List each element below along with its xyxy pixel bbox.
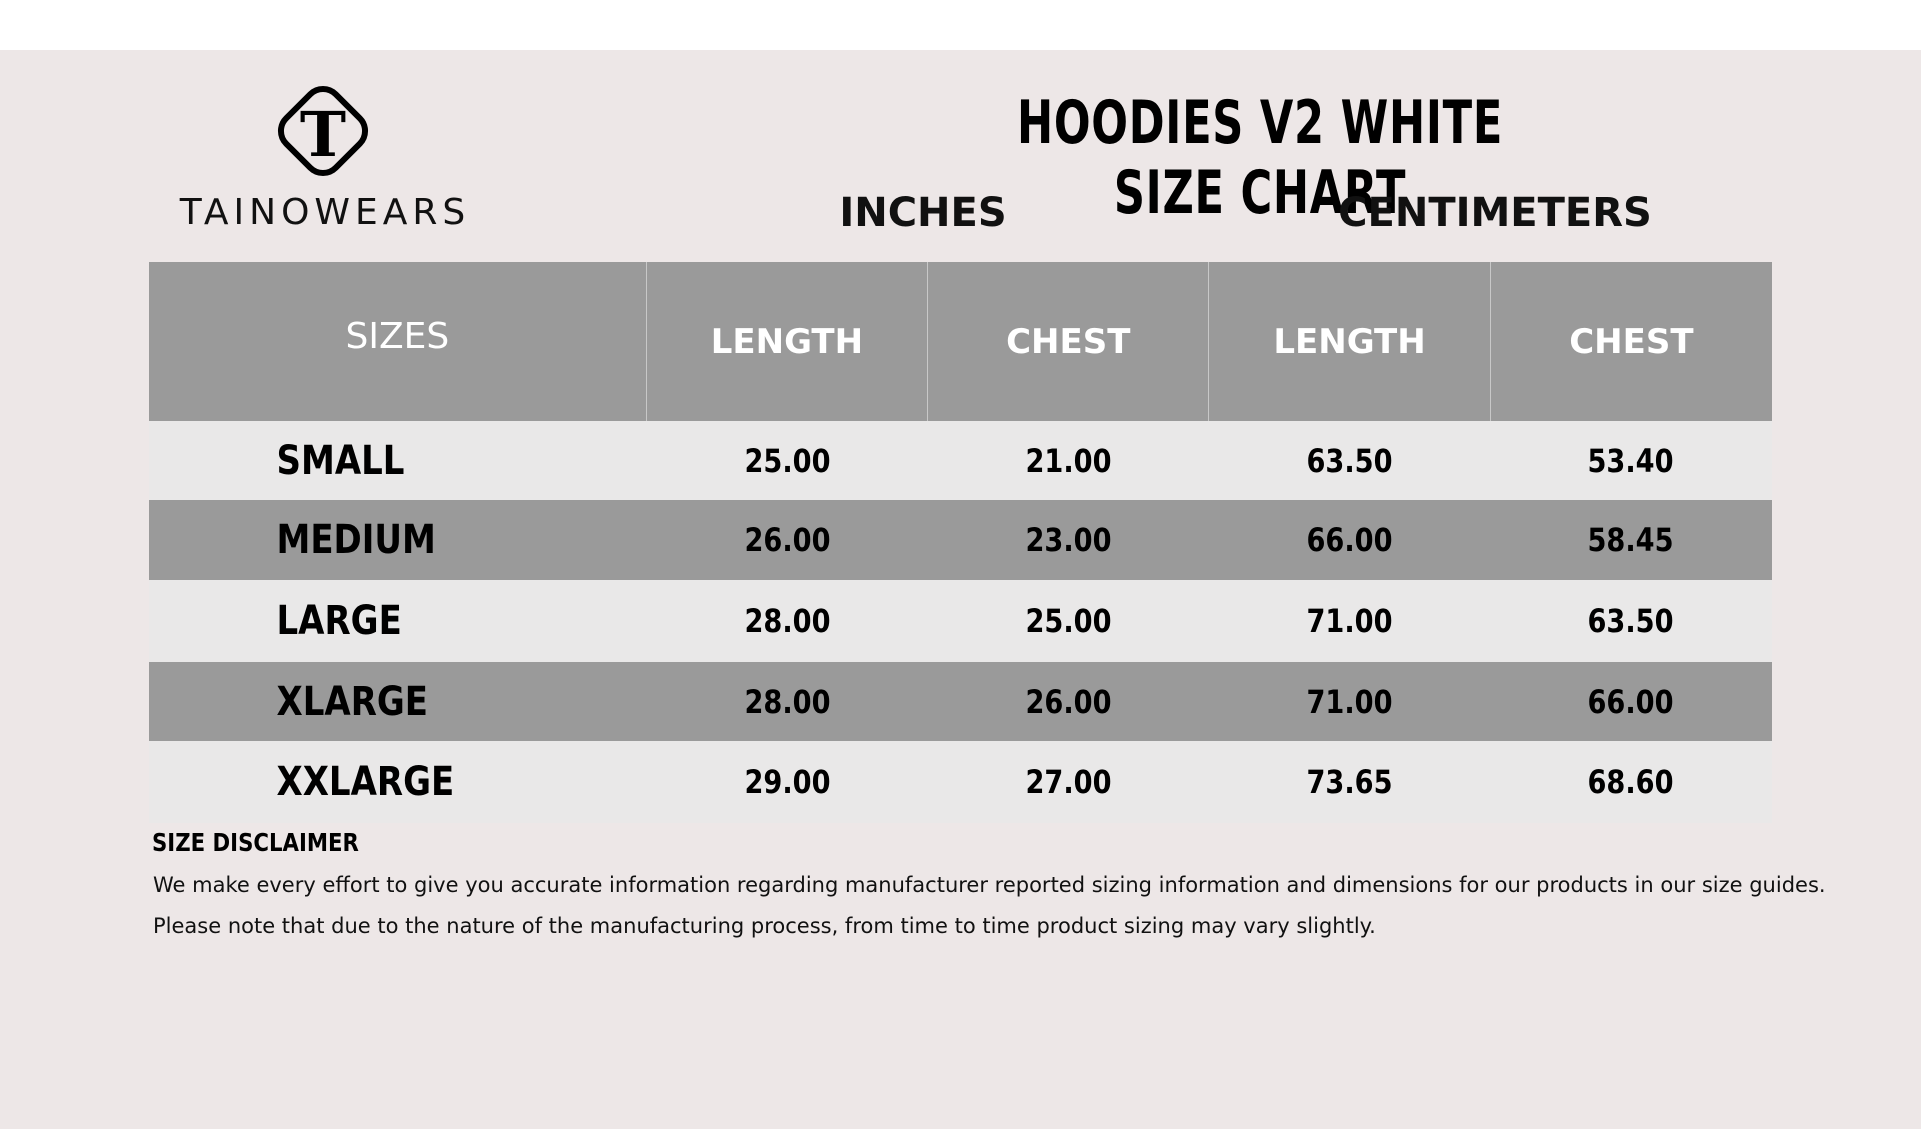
measurement-cell: 66.00 <box>1587 682 1674 721</box>
measurement-cell: 28.00 <box>744 602 831 640</box>
svg-text:T: T <box>300 98 346 171</box>
measurement-cell: 25.00 <box>1025 602 1112 640</box>
brand-name: TAINOWEARS <box>179 192 471 233</box>
header-chest-cm: CHEST <box>1489 262 1772 421</box>
table-row: MEDIUM 26.00 23.00 66.00 58.45 <box>149 500 1772 580</box>
size-label: MEDIUM <box>276 517 436 563</box>
page-title: HOODIES V2 WHITE SIZE CHART <box>1016 88 1504 228</box>
table-row: XLARGE 28.00 26.00 71.00 66.00 <box>149 662 1772 741</box>
measurement-cell: 63.50 <box>1306 441 1393 480</box>
measurement-cell: 71.00 <box>1306 682 1393 721</box>
header-length-cm: LENGTH <box>1208 262 1489 421</box>
header-chest-in: CHEST <box>927 262 1208 421</box>
measurement-cell: 26.00 <box>1025 682 1112 721</box>
logo-emblem-icon: T <box>277 85 369 177</box>
measurement-cell: 58.45 <box>1587 521 1674 559</box>
measurement-cell: 21.00 <box>1025 441 1112 480</box>
size-label: XLARGE <box>276 678 429 725</box>
measurement-cell: 26.00 <box>744 521 831 559</box>
measurement-cell: 68.60 <box>1587 763 1674 801</box>
measurement-cell: 53.40 <box>1587 441 1674 480</box>
measurement-cell: 71.00 <box>1306 602 1393 640</box>
size-table: SIZES LENGTH CHEST LENGTH CHEST SMALL 25.… <box>149 262 1772 823</box>
brand-logo: T TAINOWEARS <box>170 76 480 236</box>
measurement-cell: 23.00 <box>1025 521 1112 559</box>
inches-heading: INCHES <box>839 190 1007 236</box>
measurement-cell: 27.00 <box>1025 763 1112 801</box>
size-label: SMALL <box>276 437 405 484</box>
measurement-cell: 25.00 <box>744 441 831 480</box>
measurement-cell: 63.50 <box>1587 602 1674 640</box>
disclaimer-heading: SIZE DISCLAIMER <box>152 828 359 857</box>
disclaimer-line-2: Please note that due to the nature of th… <box>153 914 1376 938</box>
header-length-in: LENGTH <box>645 262 927 421</box>
centimeters-heading: CENTIMETERS <box>1338 190 1652 236</box>
table-row: SMALL 25.00 21.00 63.50 53.40 <box>149 421 1772 500</box>
size-label: XXLARGE <box>276 759 455 805</box>
table-row: LARGE 28.00 25.00 71.00 63.50 <box>149 580 1772 662</box>
table-row: XXLARGE 29.00 27.00 73.65 68.60 <box>149 741 1772 823</box>
measurement-cell: 73.65 <box>1306 763 1393 801</box>
size-label: LARGE <box>276 598 402 644</box>
table-header: SIZES LENGTH CHEST LENGTH CHEST <box>149 262 1772 421</box>
measurement-cell: 29.00 <box>744 763 831 801</box>
disclaimer-line-1: We make every effort to give you accurat… <box>153 873 1826 897</box>
measurement-cell: 28.00 <box>744 682 831 721</box>
header-sizes: SIZES <box>345 316 450 357</box>
measurement-cell: 66.00 <box>1306 521 1393 559</box>
